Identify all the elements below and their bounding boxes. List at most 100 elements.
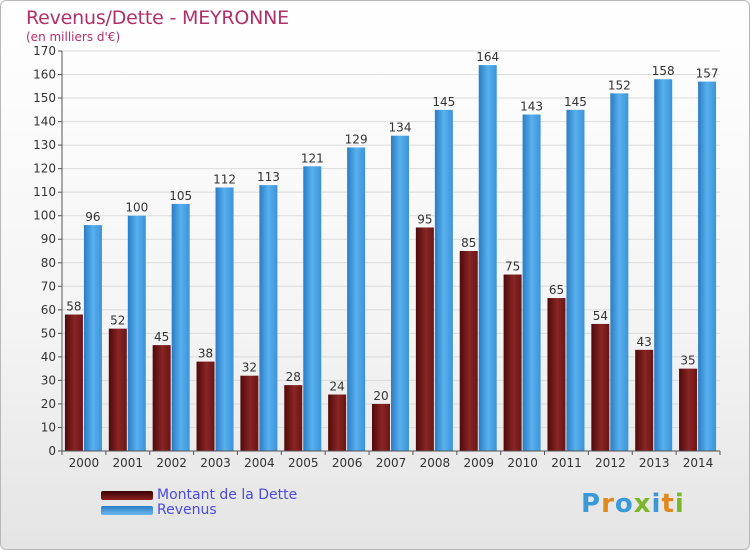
proxiti-logo: Proxiti <box>581 489 685 519</box>
data-label-dette: 20 <box>373 389 388 403</box>
data-label-dette: 45 <box>154 330 169 344</box>
bar-revenus <box>478 65 497 451</box>
bar-revenus <box>391 135 409 452</box>
y-tick-label: 0 <box>48 444 56 458</box>
data-label-dette: 54 <box>593 309 608 323</box>
data-label-revenus: 145 <box>564 95 587 109</box>
y-tick-label: 20 <box>41 397 56 411</box>
data-label-revenus: 157 <box>696 67 719 81</box>
bar-dette <box>284 385 303 451</box>
data-label-revenus: 143 <box>520 100 543 114</box>
bar-revenus <box>698 81 717 452</box>
data-label-revenus: 100 <box>125 201 148 215</box>
x-tick-label: 2012 <box>595 456 626 470</box>
logo-letter: r <box>601 489 615 519</box>
data-label-revenus: 158 <box>652 64 675 78</box>
x-tick-label: 2003 <box>200 456 231 470</box>
y-tick-label: 170 <box>33 44 56 58</box>
x-tick-label: 2005 <box>288 456 319 470</box>
x-tick-label: 2004 <box>244 456 275 470</box>
data-label-dette: 95 <box>417 212 432 226</box>
legend-label-revenus: Revenus <box>157 502 217 518</box>
x-tick-label: 2009 <box>463 456 494 470</box>
logo-letter: x <box>633 489 652 519</box>
data-label-revenus: 112 <box>213 172 236 186</box>
y-tick-label: 100 <box>33 209 56 223</box>
y-tick-label: 60 <box>41 303 56 317</box>
bar-dette <box>328 394 347 451</box>
y-tick-label: 80 <box>41 256 56 270</box>
data-label-revenus: 145 <box>432 95 455 109</box>
bar-dette <box>679 368 698 451</box>
x-tick-label: 2008 <box>420 456 451 470</box>
x-tick-label: 2000 <box>69 456 100 470</box>
y-tick-label: 40 <box>41 350 56 364</box>
axis-layer: 0 10 20 30 40 50 60 70 80 90 100 110 120 130 140 150 160… <box>33 44 721 470</box>
bar-revenus <box>347 147 366 451</box>
y-tick-label: 30 <box>41 373 56 387</box>
data-label-dette: 35 <box>680 354 695 368</box>
bar-dette <box>64 314 83 451</box>
bar-dette <box>591 323 610 451</box>
bar-revenus <box>654 79 673 451</box>
bar-dette <box>459 251 478 451</box>
y-tick-label: 140 <box>33 115 56 129</box>
y-tick-label: 130 <box>33 138 56 152</box>
bar-revenus <box>610 93 629 452</box>
x-tick-label: 2002 <box>156 456 187 470</box>
bar-dette <box>635 349 654 451</box>
legend-label-dette: Montant de la Dette <box>157 487 298 503</box>
logo-letter: i <box>651 489 662 519</box>
data-label-dette: 65 <box>549 283 564 297</box>
logo-letter: t <box>661 489 675 519</box>
x-tick-label: 2013 <box>639 456 670 470</box>
data-label-dette: 32 <box>242 361 257 375</box>
data-label-dette: 85 <box>461 236 476 250</box>
y-tick-label: 10 <box>41 420 56 434</box>
chart-title: Revenus/Dette - MEYRONNE <box>26 7 289 29</box>
legend-item-revenus: Revenus <box>101 502 217 518</box>
data-label-dette: 38 <box>198 347 213 361</box>
data-label-revenus: 134 <box>389 121 412 135</box>
x-tick-label: 2010 <box>507 456 538 470</box>
data-label-revenus: 105 <box>169 189 192 203</box>
bar-revenus <box>522 114 541 451</box>
x-tick-label: 2001 <box>113 456 144 470</box>
x-tick-label: 2011 <box>551 456 582 470</box>
data-label-revenus: 113 <box>257 170 280 184</box>
bar-dette <box>240 375 259 451</box>
y-tick-label: 120 <box>33 162 56 176</box>
bar-dette <box>547 298 566 451</box>
logo-letter: i <box>674 489 685 519</box>
y-tick-label: 70 <box>41 279 56 293</box>
data-label-revenus: 164 <box>476 50 499 64</box>
legend-swatch-dette <box>101 490 153 500</box>
data-label-dette: 58 <box>66 300 81 314</box>
data-label-revenus: 152 <box>608 78 631 92</box>
bar-dette <box>415 227 434 451</box>
bar-revenus <box>171 203 190 451</box>
bar-revenus <box>434 109 453 451</box>
y-tick-label: 90 <box>41 232 56 246</box>
bar-dette <box>372 403 390 451</box>
y-tick-label: 150 <box>33 91 56 105</box>
x-tick-label: 2014 <box>683 456 714 470</box>
data-label-dette: 75 <box>505 260 520 274</box>
logo-letter: P <box>581 489 602 519</box>
y-tick-label: 110 <box>33 185 56 199</box>
data-label-dette: 52 <box>110 314 125 328</box>
bar-revenus <box>303 166 322 451</box>
bar-revenus <box>127 215 146 451</box>
data-label-revenus: 96 <box>85 210 100 224</box>
bars-layer <box>64 65 717 452</box>
data-label-dette: 24 <box>329 380 344 394</box>
bar-dette <box>503 274 522 451</box>
logo-letter: o <box>614 489 634 519</box>
labels-layer: 58 96 52 100 45 105 38 112 32 113 28 121 24 129 20 134 9… <box>66 50 718 403</box>
chart-subtitle: (en milliers d'€) <box>26 30 121 44</box>
x-tick-label: 2007 <box>376 456 407 470</box>
data-label-dette: 28 <box>286 370 301 384</box>
data-label-dette: 43 <box>637 335 652 349</box>
